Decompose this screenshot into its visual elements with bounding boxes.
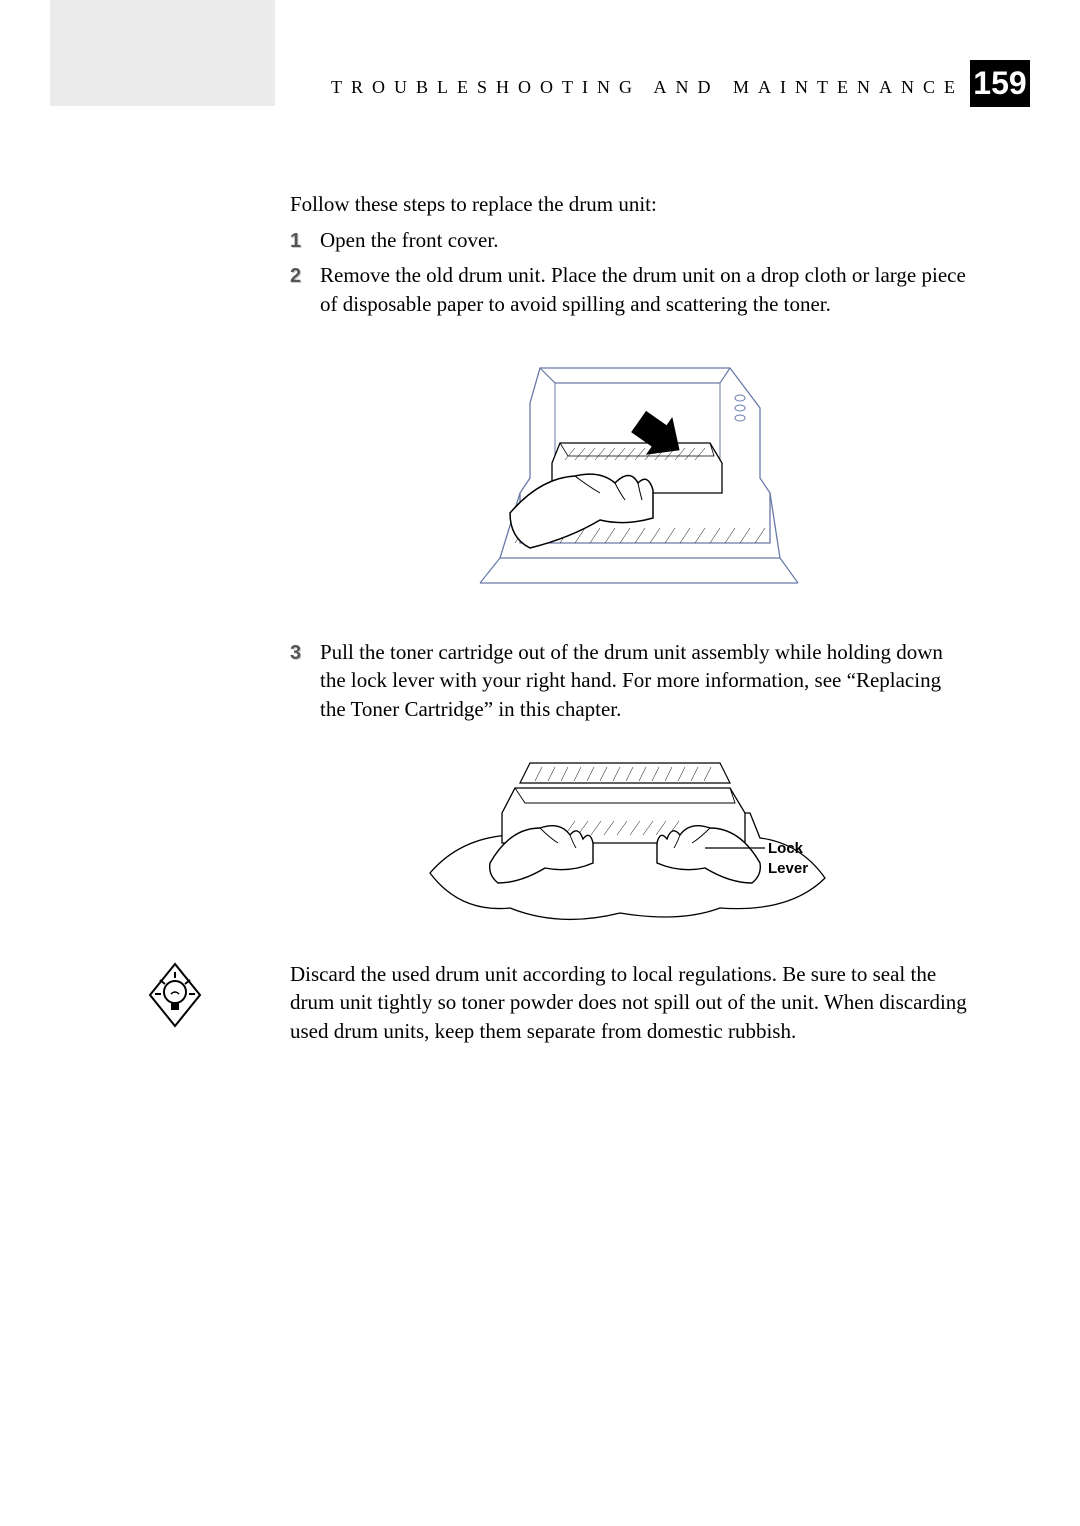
step-text: Open the front cover. [320,226,970,255]
intro-text: Follow these steps to replace the drum u… [290,190,970,218]
page-number: 159 [970,60,1030,107]
step-text: Remove the old drum unit. Place the drum… [320,261,970,318]
lock-lever-label: Lock Lever [768,839,840,880]
step-number: 3 [290,638,320,723]
lightbulb-tip-icon [140,960,210,1045]
step-text: Pull the toner cartridge out of the drum… [320,638,970,723]
sidebar-block [50,0,275,106]
step-number: 1 [290,226,320,255]
section-title: TROUBLESHOOTING AND MAINTENANCE [331,77,964,98]
tip-text: Discard the used drum unit according to … [290,960,970,1045]
step-1: 1 Open the front cover. [290,226,970,255]
step-number: 2 [290,261,320,318]
step-2: 2 Remove the old drum unit. Place the dr… [290,261,970,318]
figure-lock-lever-icon [420,743,840,933]
header-bar: TROUBLESHOOTING AND MAINTENANCE [275,68,972,106]
figure-remove-drum-icon [460,348,800,598]
main-content: Follow these steps to replace the drum u… [290,190,970,970]
step-3: 3 Pull the toner cartridge out of the dr… [290,638,970,723]
tip-block: Discard the used drum unit according to … [140,960,970,1045]
